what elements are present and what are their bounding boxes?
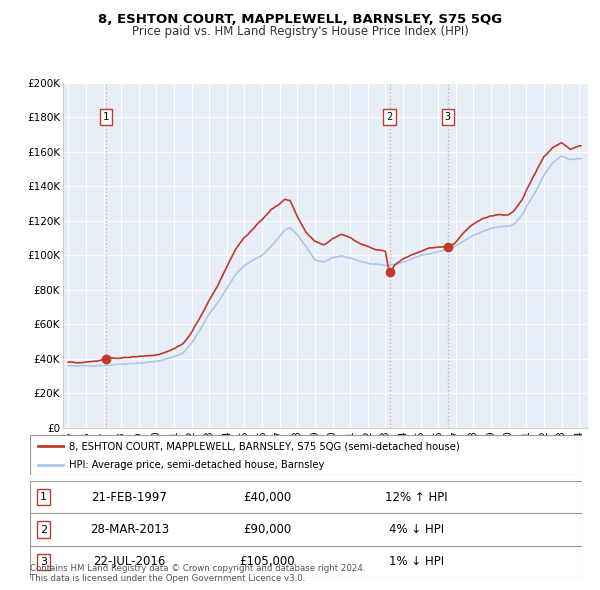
- Text: 1% ↓ HPI: 1% ↓ HPI: [389, 555, 444, 569]
- Text: 2: 2: [40, 525, 47, 535]
- Text: Contains HM Land Registry data © Crown copyright and database right 2024.
This d: Contains HM Land Registry data © Crown c…: [30, 563, 365, 583]
- Text: £105,000: £105,000: [239, 555, 295, 569]
- Text: 2: 2: [386, 112, 393, 122]
- Text: 22-JUL-2016: 22-JUL-2016: [93, 555, 166, 569]
- Text: 8, ESHTON COURT, MAPPLEWELL, BARNSLEY, S75 5QG: 8, ESHTON COURT, MAPPLEWELL, BARNSLEY, S…: [98, 13, 502, 26]
- Text: 8, ESHTON COURT, MAPPLEWELL, BARNSLEY, S75 5QG (semi-detached house): 8, ESHTON COURT, MAPPLEWELL, BARNSLEY, S…: [68, 441, 460, 451]
- Text: £90,000: £90,000: [243, 523, 292, 536]
- Text: Price paid vs. HM Land Registry's House Price Index (HPI): Price paid vs. HM Land Registry's House …: [131, 25, 469, 38]
- Text: 28-MAR-2013: 28-MAR-2013: [90, 523, 169, 536]
- Text: 1: 1: [40, 492, 47, 502]
- Text: 3: 3: [445, 112, 451, 122]
- Text: 12% ↑ HPI: 12% ↑ HPI: [385, 490, 448, 504]
- Text: 1: 1: [103, 112, 109, 122]
- Text: £40,000: £40,000: [243, 490, 292, 504]
- Text: 4% ↓ HPI: 4% ↓ HPI: [389, 523, 444, 536]
- Text: 3: 3: [40, 557, 47, 567]
- Text: 21-FEB-1997: 21-FEB-1997: [91, 490, 167, 504]
- Text: HPI: Average price, semi-detached house, Barnsley: HPI: Average price, semi-detached house,…: [68, 460, 324, 470]
